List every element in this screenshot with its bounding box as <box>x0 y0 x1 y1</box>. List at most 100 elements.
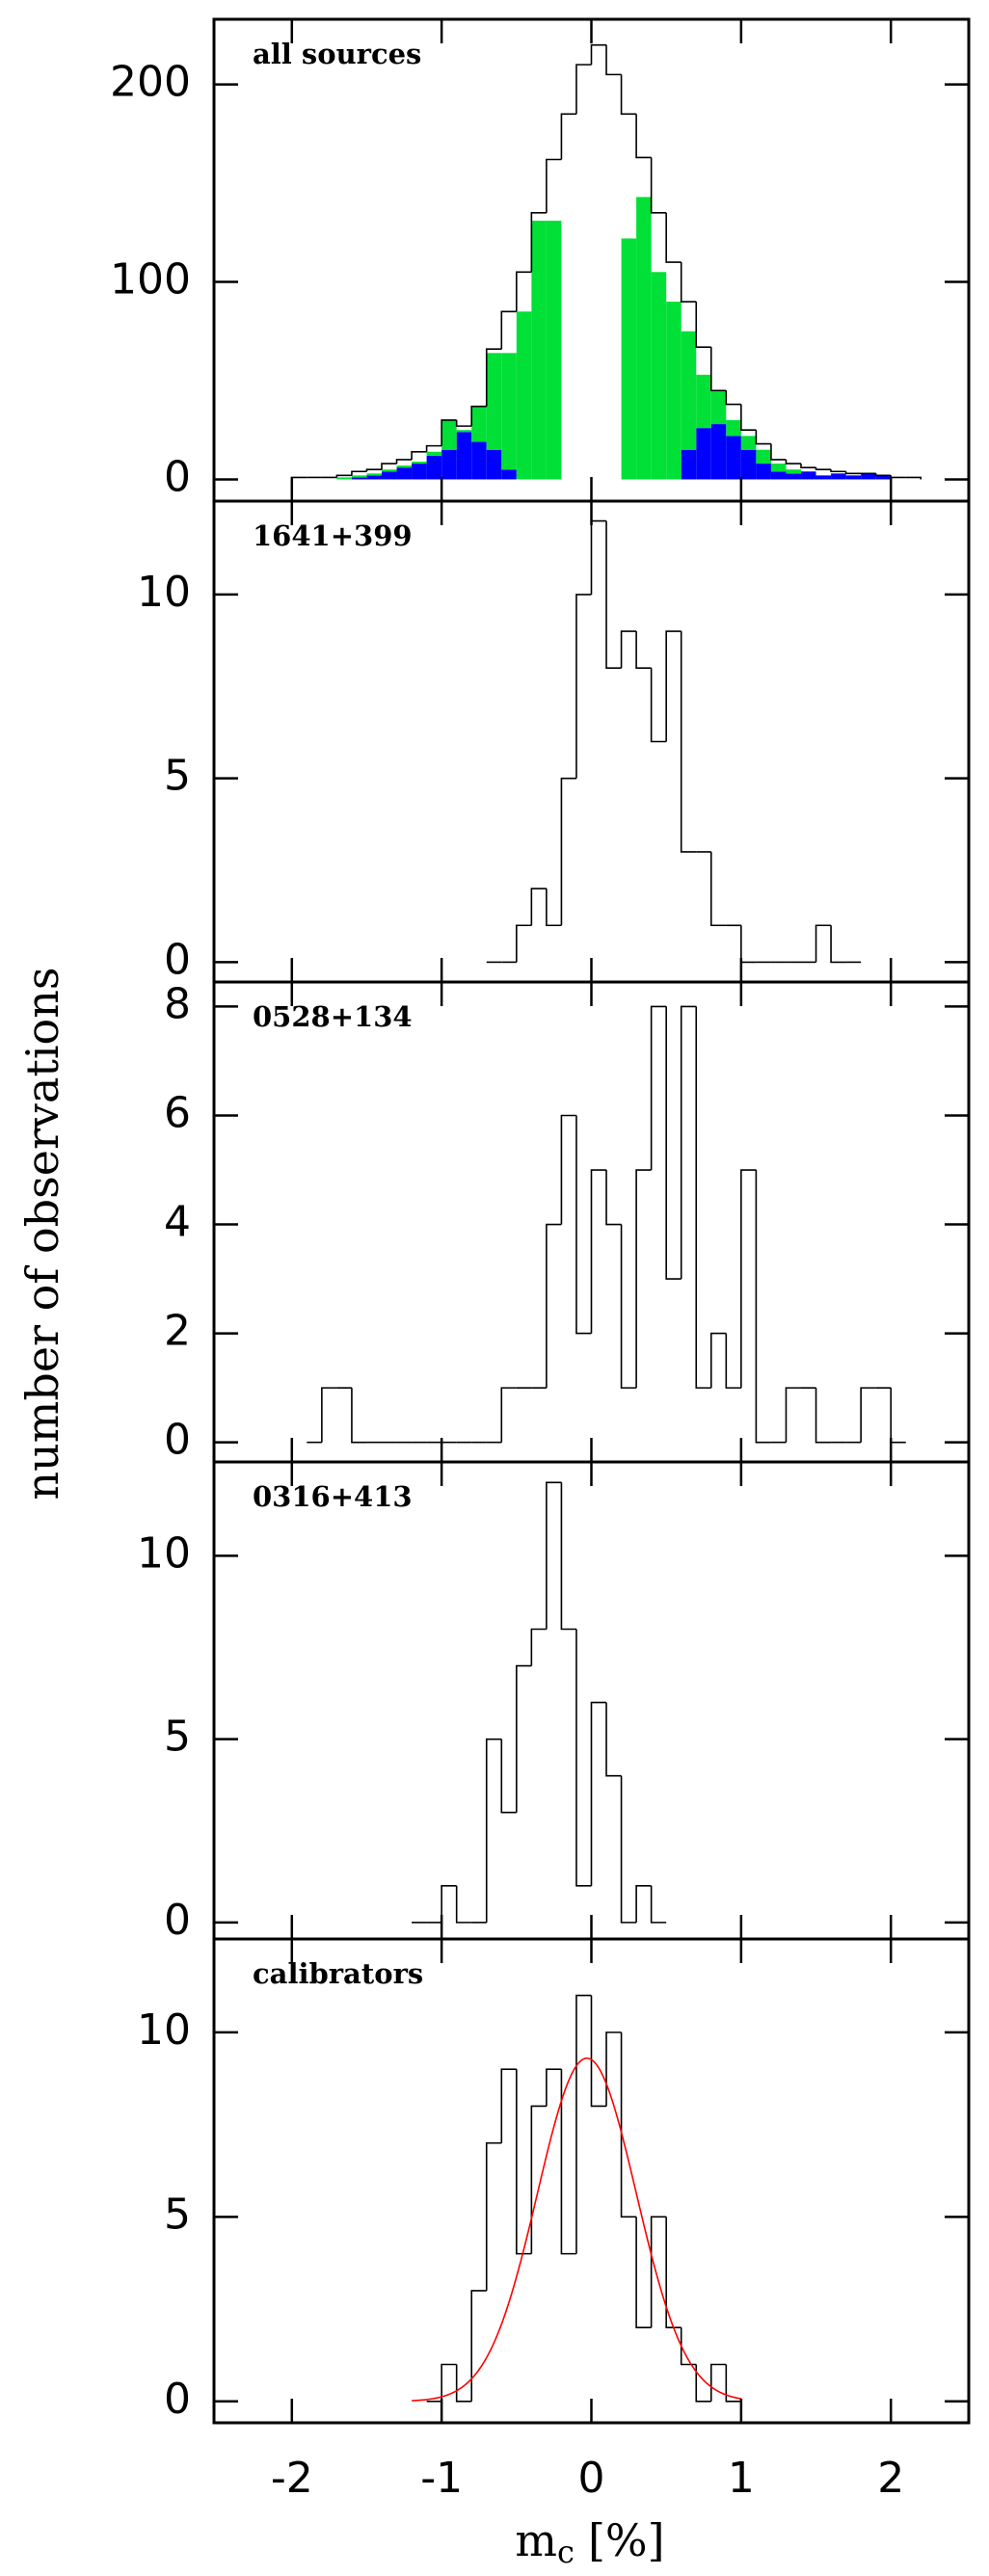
histogram-step <box>785 459 801 465</box>
histogram-step <box>546 158 562 213</box>
y-tick-label: 10 <box>137 1528 191 1578</box>
histogram-step <box>290 476 307 480</box>
histogram-step <box>830 469 846 473</box>
panel-label: calibrators <box>253 1957 423 1990</box>
histogram-step <box>560 1114 576 1225</box>
x-tick-label: -2 <box>271 2454 313 2503</box>
histogram-step <box>650 2216 667 2328</box>
histogram-step <box>695 1006 711 1389</box>
histogram-step <box>516 1664 532 1813</box>
histogram-step <box>890 475 906 479</box>
histogram-step <box>815 924 832 963</box>
histogram-bar <box>845 475 862 480</box>
histogram-bar <box>441 449 457 480</box>
histogram-step <box>650 668 667 743</box>
histogram-step <box>635 2217 652 2329</box>
histogram-step <box>665 212 682 263</box>
histogram-step <box>351 470 367 476</box>
histogram-bar <box>786 469 801 474</box>
histogram-step <box>709 1332 727 1389</box>
histogram-step <box>650 157 667 214</box>
histogram-step <box>560 113 576 160</box>
x-tick-label: -1 <box>420 2454 463 2503</box>
histogram-step <box>395 459 413 465</box>
histogram-bar <box>471 406 487 442</box>
histogram-step <box>516 2069 532 2255</box>
histogram-bar <box>681 331 697 450</box>
histogram-step <box>890 1388 906 1444</box>
histogram-step <box>635 631 652 669</box>
y-tick-label: 10 <box>137 568 191 617</box>
histogram-bar <box>396 465 413 468</box>
panel-label: 0316+413 <box>253 1480 413 1513</box>
histogram-step <box>321 1387 337 1443</box>
histogram-step <box>500 310 517 350</box>
histogram-step <box>665 630 682 742</box>
histogram-step <box>620 2032 637 2218</box>
y-tick-label: 5 <box>164 752 191 801</box>
histogram-bar <box>382 469 397 472</box>
histogram-bar <box>710 424 727 480</box>
histogram-step <box>485 1738 502 1923</box>
y-tick-label: 0 <box>164 2375 191 2424</box>
histogram-step <box>680 631 697 853</box>
histogram-step <box>485 348 502 407</box>
histogram-bar <box>831 473 846 480</box>
histogram-bar <box>412 462 427 465</box>
histogram-step <box>575 64 592 115</box>
histogram-step <box>546 889 562 927</box>
histogram-step <box>844 471 862 475</box>
histogram-bar <box>336 477 352 480</box>
histogram-step <box>560 2069 576 2255</box>
y-axis-label: number of observations <box>16 968 68 1500</box>
y-tick-label: 6 <box>164 1088 191 1137</box>
histogram-step <box>725 1333 741 1389</box>
histogram-step <box>351 1388 367 1444</box>
histogram-step <box>680 262 697 303</box>
histogram-step <box>575 1629 592 1887</box>
histogram-step <box>605 2032 622 2107</box>
histogram-bar <box>456 432 472 480</box>
histogram-step <box>740 925 757 964</box>
gaussian-fit <box>412 2057 741 2402</box>
histogram-step <box>381 463 397 470</box>
histogram-step <box>425 444 442 452</box>
histogram-step <box>590 519 607 595</box>
histogram-step <box>605 1702 622 1777</box>
histogram-step <box>815 1388 832 1444</box>
histogram-step <box>665 1006 682 1280</box>
histogram-step <box>500 1387 517 1443</box>
histogram-step <box>709 2363 727 2402</box>
histogram-step <box>755 430 771 445</box>
y-tick-label: 200 <box>110 58 191 107</box>
histogram-step <box>635 114 652 159</box>
histogram-step <box>455 2364 472 2403</box>
histogram-step <box>695 2364 711 2403</box>
x-tick-label: 0 <box>578 2454 605 2503</box>
histogram-step <box>830 925 846 964</box>
histogram-bar <box>486 449 502 480</box>
histogram-step <box>530 1628 547 1666</box>
histogram-step <box>650 1005 667 1171</box>
histogram-step <box>725 390 741 406</box>
histogram-step <box>680 1005 697 1280</box>
histogram-bar <box>726 419 741 437</box>
y-tick-label: 5 <box>164 1713 191 1762</box>
histogram-bar <box>396 467 413 480</box>
y-tick-label: 4 <box>164 1198 191 1247</box>
x-axis-label: mc [%] <box>515 2514 664 2570</box>
y-tick-label: 0 <box>164 1896 191 1945</box>
histogram-bar <box>815 475 832 480</box>
panel-label: all sources <box>253 38 421 70</box>
histogram-bar <box>696 374 711 429</box>
histogram-bar <box>861 473 876 480</box>
histogram-step <box>546 1481 562 1630</box>
histogram-bar <box>516 311 532 480</box>
histogram-step <box>470 2290 487 2402</box>
histogram-bar <box>412 464 427 480</box>
histogram-step <box>800 464 816 468</box>
histogram-step <box>695 302 711 348</box>
histogram-step <box>500 2068 517 2143</box>
histogram-step <box>546 2068 562 2107</box>
histogram-step <box>620 74 637 116</box>
